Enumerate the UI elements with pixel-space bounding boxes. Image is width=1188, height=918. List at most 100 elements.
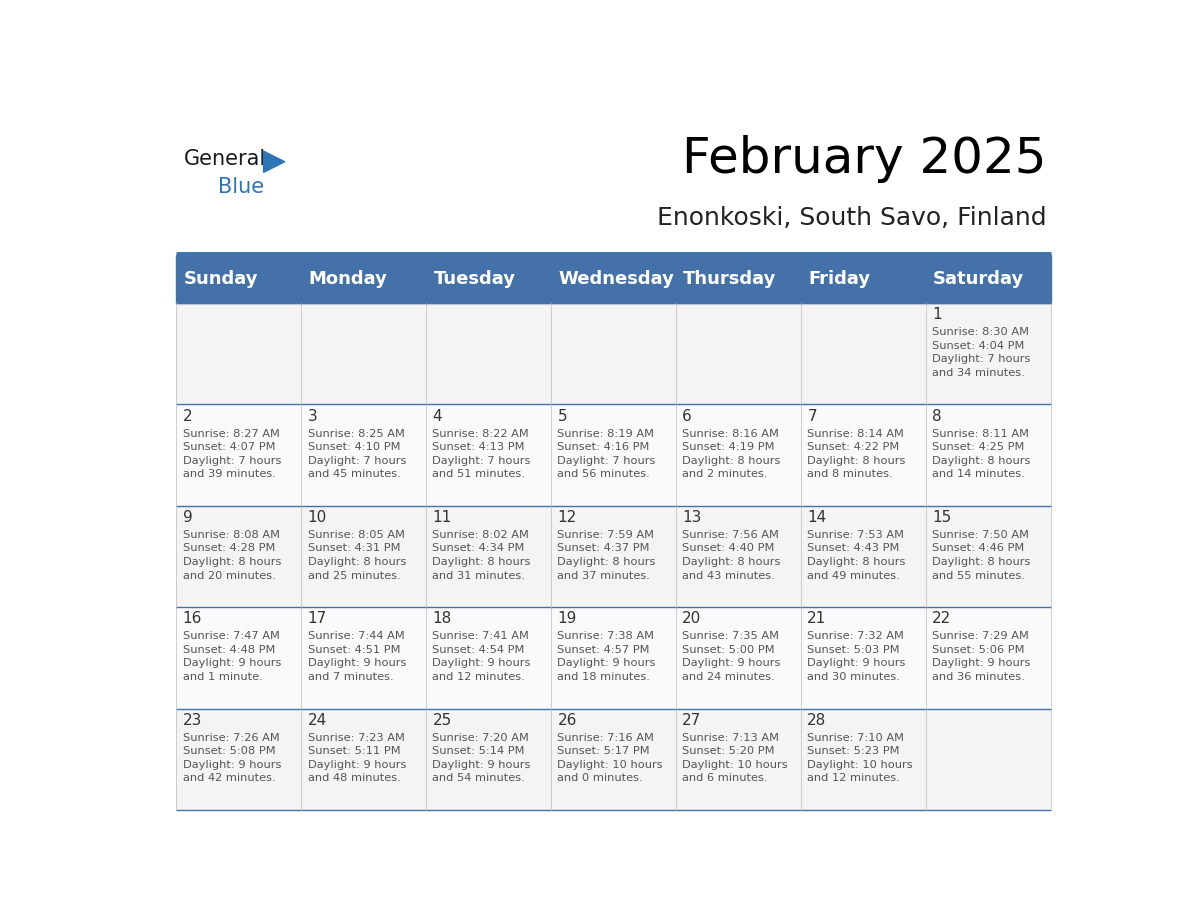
Bar (801, 303, 925, 405)
Text: 28: 28 (808, 713, 827, 728)
Text: Sunrise: 8:19 AM
Sunset: 4:16 PM
Daylight: 7 hours
and 56 minutes.: Sunrise: 8:19 AM Sunset: 4:16 PM Dayligh… (557, 429, 656, 479)
Text: 10: 10 (308, 510, 327, 525)
Text: 24: 24 (308, 713, 327, 728)
Text: Sunrise: 7:47 AM
Sunset: 4:48 PM
Daylight: 9 hours
and 1 minute.: Sunrise: 7:47 AM Sunset: 4:48 PM Dayligh… (183, 632, 280, 682)
Text: February 2025: February 2025 (682, 135, 1047, 183)
Text: 22: 22 (933, 611, 952, 626)
Bar (551, 506, 676, 607)
Text: 26: 26 (557, 713, 577, 728)
Bar (301, 506, 426, 607)
Text: Sunrise: 8:02 AM
Sunset: 4:34 PM
Daylight: 8 hours
and 31 minutes.: Sunrise: 8:02 AM Sunset: 4:34 PM Dayligh… (432, 530, 531, 581)
Bar (426, 405, 551, 506)
Text: Sunrise: 7:35 AM
Sunset: 5:00 PM
Daylight: 9 hours
and 24 minutes.: Sunrise: 7:35 AM Sunset: 5:00 PM Dayligh… (682, 632, 781, 682)
Text: Sunrise: 8:25 AM
Sunset: 4:10 PM
Daylight: 7 hours
and 45 minutes.: Sunrise: 8:25 AM Sunset: 4:10 PM Dayligh… (308, 429, 406, 479)
Text: Sunrise: 7:38 AM
Sunset: 4:57 PM
Daylight: 9 hours
and 18 minutes.: Sunrise: 7:38 AM Sunset: 4:57 PM Dayligh… (557, 632, 656, 682)
Bar (426, 607, 551, 709)
Text: 19: 19 (557, 611, 577, 626)
Text: Sunrise: 7:29 AM
Sunset: 5:06 PM
Daylight: 9 hours
and 36 minutes.: Sunrise: 7:29 AM Sunset: 5:06 PM Dayligh… (933, 632, 1031, 682)
Bar (676, 405, 801, 506)
Text: Sunrise: 8:16 AM
Sunset: 4:19 PM
Daylight: 8 hours
and 2 minutes.: Sunrise: 8:16 AM Sunset: 4:19 PM Dayligh… (682, 429, 781, 479)
Bar (176, 607, 301, 709)
Text: Sunrise: 8:30 AM
Sunset: 4:04 PM
Daylight: 7 hours
and 34 minutes.: Sunrise: 8:30 AM Sunset: 4:04 PM Dayligh… (933, 327, 1031, 378)
Text: 14: 14 (808, 510, 827, 525)
Text: Sunrise: 7:13 AM
Sunset: 5:20 PM
Daylight: 10 hours
and 6 minutes.: Sunrise: 7:13 AM Sunset: 5:20 PM Dayligh… (682, 733, 788, 783)
Text: 16: 16 (183, 611, 202, 626)
Bar (801, 506, 925, 607)
Bar (925, 405, 1051, 506)
Text: Tuesday: Tuesday (434, 270, 516, 288)
Text: 17: 17 (308, 611, 327, 626)
Bar (676, 506, 801, 607)
Text: 27: 27 (682, 713, 702, 728)
Text: Sunrise: 7:23 AM
Sunset: 5:11 PM
Daylight: 9 hours
and 48 minutes.: Sunrise: 7:23 AM Sunset: 5:11 PM Dayligh… (308, 733, 406, 783)
Bar (925, 709, 1051, 810)
Text: Sunrise: 8:14 AM
Sunset: 4:22 PM
Daylight: 8 hours
and 8 minutes.: Sunrise: 8:14 AM Sunset: 4:22 PM Dayligh… (808, 429, 905, 479)
Text: Sunrise: 7:44 AM
Sunset: 4:51 PM
Daylight: 9 hours
and 7 minutes.: Sunrise: 7:44 AM Sunset: 4:51 PM Dayligh… (308, 632, 406, 682)
Text: Sunrise: 7:20 AM
Sunset: 5:14 PM
Daylight: 9 hours
and 54 minutes.: Sunrise: 7:20 AM Sunset: 5:14 PM Dayligh… (432, 733, 531, 783)
Bar (301, 607, 426, 709)
Text: 25: 25 (432, 713, 451, 728)
Text: Sunrise: 7:50 AM
Sunset: 4:46 PM
Daylight: 8 hours
and 55 minutes.: Sunrise: 7:50 AM Sunset: 4:46 PM Dayligh… (933, 530, 1031, 581)
Bar (301, 709, 426, 810)
Text: 15: 15 (933, 510, 952, 525)
Bar (676, 303, 801, 405)
Text: Sunrise: 7:59 AM
Sunset: 4:37 PM
Daylight: 8 hours
and 37 minutes.: Sunrise: 7:59 AM Sunset: 4:37 PM Dayligh… (557, 530, 656, 581)
Text: Sunrise: 8:05 AM
Sunset: 4:31 PM
Daylight: 8 hours
and 25 minutes.: Sunrise: 8:05 AM Sunset: 4:31 PM Dayligh… (308, 530, 406, 581)
Text: Saturday: Saturday (934, 270, 1024, 288)
Text: 18: 18 (432, 611, 451, 626)
Bar (801, 405, 925, 506)
Text: 3: 3 (308, 409, 317, 424)
Text: Sunrise: 8:08 AM
Sunset: 4:28 PM
Daylight: 8 hours
and 20 minutes.: Sunrise: 8:08 AM Sunset: 4:28 PM Dayligh… (183, 530, 280, 581)
Text: Sunday: Sunday (183, 270, 258, 288)
Bar (176, 709, 301, 810)
Bar (925, 607, 1051, 709)
Text: 8: 8 (933, 409, 942, 424)
Bar (551, 303, 676, 405)
Text: Sunrise: 7:10 AM
Sunset: 5:23 PM
Daylight: 10 hours
and 12 minutes.: Sunrise: 7:10 AM Sunset: 5:23 PM Dayligh… (808, 733, 912, 783)
Bar (176, 255, 1051, 303)
Bar (301, 303, 426, 405)
Text: General: General (183, 149, 266, 169)
Text: Sunrise: 8:11 AM
Sunset: 4:25 PM
Daylight: 8 hours
and 14 minutes.: Sunrise: 8:11 AM Sunset: 4:25 PM Dayligh… (933, 429, 1031, 479)
Bar (801, 607, 925, 709)
Text: 6: 6 (682, 409, 693, 424)
Text: 2: 2 (183, 409, 192, 424)
Text: 20: 20 (682, 611, 702, 626)
Text: Sunrise: 7:26 AM
Sunset: 5:08 PM
Daylight: 9 hours
and 42 minutes.: Sunrise: 7:26 AM Sunset: 5:08 PM Dayligh… (183, 733, 280, 783)
Text: 7: 7 (808, 409, 817, 424)
Bar (426, 506, 551, 607)
Text: 1: 1 (933, 308, 942, 322)
Text: 5: 5 (557, 409, 567, 424)
Text: 11: 11 (432, 510, 451, 525)
Bar (925, 303, 1051, 405)
Text: Sunrise: 8:27 AM
Sunset: 4:07 PM
Daylight: 7 hours
and 39 minutes.: Sunrise: 8:27 AM Sunset: 4:07 PM Dayligh… (183, 429, 280, 479)
Bar (301, 405, 426, 506)
Text: 4: 4 (432, 409, 442, 424)
Polygon shape (264, 151, 285, 173)
Text: 23: 23 (183, 713, 202, 728)
Text: Enonkoski, South Savo, Finland: Enonkoski, South Savo, Finland (657, 206, 1047, 230)
Text: Thursday: Thursday (683, 270, 777, 288)
Text: 13: 13 (682, 510, 702, 525)
Text: Friday: Friday (808, 270, 871, 288)
Bar (676, 607, 801, 709)
Bar (676, 709, 801, 810)
Bar (176, 506, 301, 607)
Text: Sunrise: 7:41 AM
Sunset: 4:54 PM
Daylight: 9 hours
and 12 minutes.: Sunrise: 7:41 AM Sunset: 4:54 PM Dayligh… (432, 632, 531, 682)
Bar (426, 709, 551, 810)
Bar (176, 303, 301, 405)
Text: Sunrise: 7:16 AM
Sunset: 5:17 PM
Daylight: 10 hours
and 0 minutes.: Sunrise: 7:16 AM Sunset: 5:17 PM Dayligh… (557, 733, 663, 783)
Text: Sunrise: 7:53 AM
Sunset: 4:43 PM
Daylight: 8 hours
and 49 minutes.: Sunrise: 7:53 AM Sunset: 4:43 PM Dayligh… (808, 530, 905, 581)
Text: Sunrise: 8:22 AM
Sunset: 4:13 PM
Daylight: 7 hours
and 51 minutes.: Sunrise: 8:22 AM Sunset: 4:13 PM Dayligh… (432, 429, 531, 479)
Bar (551, 607, 676, 709)
Text: Monday: Monday (309, 270, 387, 288)
Bar (551, 709, 676, 810)
Text: 12: 12 (557, 510, 576, 525)
Text: 21: 21 (808, 611, 827, 626)
Bar (426, 303, 551, 405)
Text: Blue: Blue (217, 176, 264, 196)
Text: Sunrise: 7:56 AM
Sunset: 4:40 PM
Daylight: 8 hours
and 43 minutes.: Sunrise: 7:56 AM Sunset: 4:40 PM Dayligh… (682, 530, 781, 581)
Bar (925, 506, 1051, 607)
Text: Sunrise: 7:32 AM
Sunset: 5:03 PM
Daylight: 9 hours
and 30 minutes.: Sunrise: 7:32 AM Sunset: 5:03 PM Dayligh… (808, 632, 905, 682)
Text: Wednesday: Wednesday (558, 270, 675, 288)
